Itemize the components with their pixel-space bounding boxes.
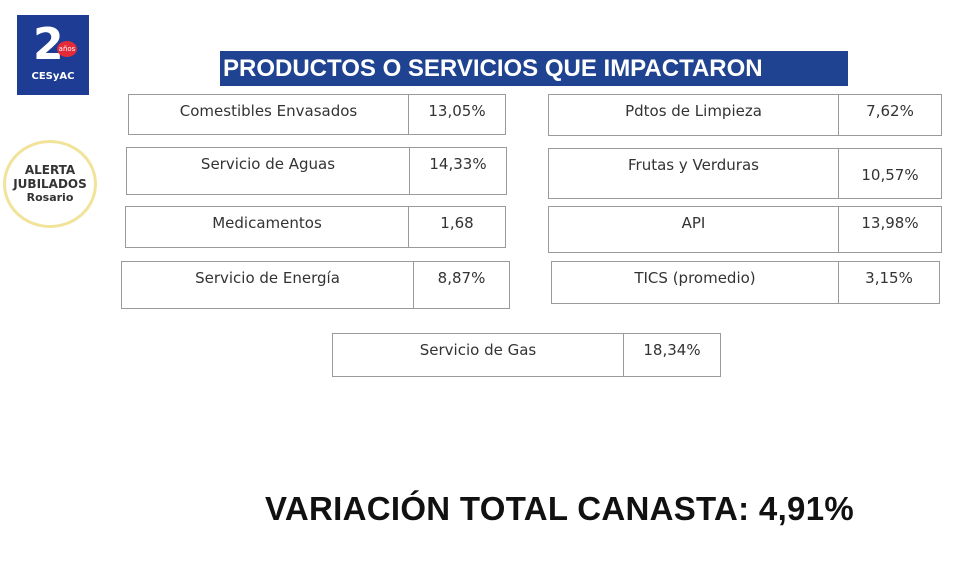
item-value: 10,57%: [861, 166, 919, 184]
alerta-jubilados-logo: ALERTA JUBILADOS Rosario: [3, 140, 97, 228]
item-value: 8,87%: [437, 269, 486, 287]
item-label: Frutas y Verduras: [549, 149, 839, 198]
item-row-tics: TICS (promedio) 3,15%: [551, 261, 940, 304]
item-value: 1,68: [440, 214, 474, 232]
item-row-frutas: Frutas y Verduras 10,57%: [548, 148, 942, 199]
item-label: Medicamentos: [126, 207, 409, 247]
item-row-comestibles: Comestibles Envasados 13,05%: [128, 94, 506, 135]
item-label: Servicio de Aguas: [127, 148, 410, 194]
item-value: 13,98%: [861, 214, 919, 232]
cesyac-logo: 2 años CESyAC: [17, 15, 89, 95]
total-variation: VARIACIÓN TOTAL CANASTA: 4,91%: [265, 490, 854, 527]
item-value: 3,15%: [865, 269, 913, 287]
item-value: 13,05%: [428, 102, 486, 120]
item-label: Pdtos de Limpieza: [549, 95, 839, 135]
item-label: Comestibles Envasados: [129, 95, 409, 134]
logo-line-3: Rosario: [26, 191, 74, 204]
item-value: 14,33%: [429, 155, 487, 173]
page-title: PRODUCTOS O SERVICIOS QUE IMPACTARON: [220, 51, 848, 86]
item-label: Servicio de Gas: [333, 334, 624, 376]
logo-name: CESyAC: [31, 71, 75, 82]
logo-line-1: ALERTA: [24, 163, 76, 177]
item-row-energia: Servicio de Energía 8,87%: [121, 261, 510, 309]
item-value: 7,62%: [866, 102, 914, 120]
item-row-medicamentos: Medicamentos 1,68: [125, 206, 506, 248]
item-label: TICS (promedio): [552, 262, 839, 303]
item-row-limpieza: Pdtos de Limpieza 7,62%: [548, 94, 942, 136]
item-row-api: API 13,98%: [548, 206, 942, 253]
logo-line-2: JUBILADOS: [13, 177, 87, 191]
item-label: API: [549, 207, 839, 252]
item-label: Servicio de Energía: [122, 262, 414, 308]
item-row-aguas: Servicio de Aguas 14,33%: [126, 147, 507, 195]
logo-badge: años: [57, 41, 77, 57]
item-row-gas: Servicio de Gas 18,34%: [332, 333, 721, 377]
item-value: 18,34%: [643, 341, 701, 359]
